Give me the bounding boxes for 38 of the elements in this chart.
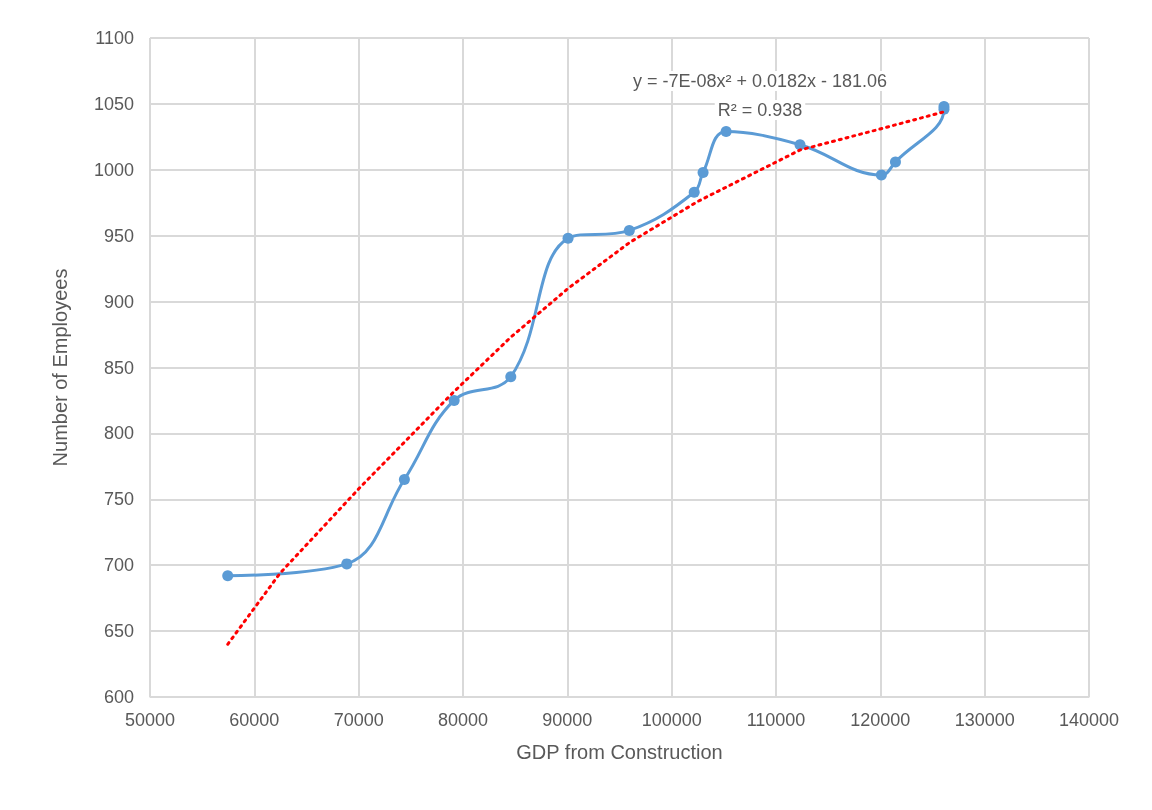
point bbox=[875, 169, 887, 181]
y-tick-label: 1000 bbox=[93, 159, 134, 180]
x-tick-label: 100000 bbox=[641, 710, 702, 730]
point bbox=[794, 139, 806, 151]
y-tick-label: 650 bbox=[103, 621, 134, 642]
y-tick-label: 700 bbox=[103, 555, 134, 576]
x-tick-label: 130000 bbox=[954, 710, 1015, 730]
point bbox=[720, 126, 732, 138]
point bbox=[889, 156, 901, 168]
point bbox=[697, 166, 709, 178]
point bbox=[688, 186, 700, 198]
point bbox=[505, 371, 517, 383]
point bbox=[398, 474, 410, 486]
y-tick-label: 750 bbox=[103, 489, 134, 510]
x-tick-label: 140000 bbox=[1058, 710, 1120, 730]
point bbox=[222, 570, 234, 582]
y-tick-label: 900 bbox=[103, 291, 134, 312]
point bbox=[341, 558, 353, 570]
x-tick-label: 60000 bbox=[229, 710, 280, 730]
point bbox=[562, 232, 574, 244]
y-tick-label: 850 bbox=[103, 357, 134, 378]
y-tick-label: 950 bbox=[103, 225, 134, 246]
x-tick-label: 110000 bbox=[746, 710, 806, 730]
y-tick-label: 1050 bbox=[93, 93, 134, 114]
y-tick-label: 800 bbox=[103, 423, 134, 444]
x-tick-label: 90000 bbox=[542, 710, 593, 730]
point bbox=[623, 224, 635, 236]
x-tick-label: 70000 bbox=[333, 710, 384, 730]
y-axis-title: Number of Employees bbox=[49, 268, 71, 467]
point bbox=[448, 394, 460, 406]
x-axis-title: GDP from Construction bbox=[516, 741, 723, 763]
x-tick-label: 80000 bbox=[437, 710, 489, 730]
annotation: y = -7E-08x² + 0.0182x - 181.06 bbox=[632, 71, 888, 91]
annotation: R² = 0.938 bbox=[717, 100, 803, 120]
x-tick-label: 50000 bbox=[124, 710, 176, 730]
x-tick-label: 120000 bbox=[850, 710, 911, 730]
y-tick-label: 1100 bbox=[95, 28, 134, 48]
y-tick-label: 600 bbox=[103, 687, 134, 707]
